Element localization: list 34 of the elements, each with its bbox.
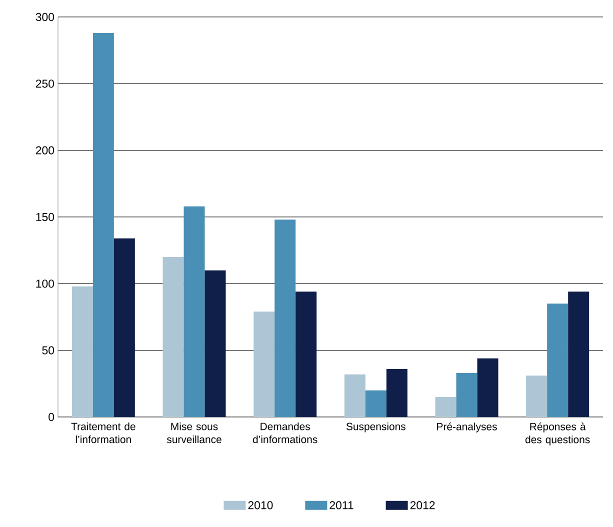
bar: [477, 358, 498, 417]
legend-label: 2011: [330, 501, 354, 510]
x-tick-label: Pré-analyses: [437, 422, 497, 432]
x-tick-label: Réponses à des questions: [525, 422, 590, 446]
y-tick-label: 50: [42, 346, 54, 354]
bar: [274, 220, 296, 417]
bar: [162, 256, 184, 417]
bar: [254, 312, 275, 417]
x-tick-label: Demandes d’informations: [252, 422, 318, 444]
y-tick-label: 200: [36, 146, 54, 154]
bar: [526, 376, 548, 417]
bar: [344, 374, 366, 417]
legend-label: 2010: [248, 501, 273, 510]
bar: [547, 304, 568, 417]
bar: [184, 206, 205, 417]
x-tick-label: Suspensions: [346, 422, 406, 432]
y-tick-label: 100: [36, 280, 54, 288]
bar: [456, 372, 478, 417]
bar: [386, 368, 408, 417]
legend-label: 2012: [410, 501, 435, 510]
y-tick-label: 0: [48, 412, 54, 422]
bar: [92, 32, 114, 417]
y-tick-label: 300: [36, 12, 54, 22]
bar: [435, 396, 456, 417]
y-tick-label: 250: [36, 80, 54, 88]
y-tick-label: 150: [36, 212, 54, 222]
bar: [204, 270, 226, 417]
bar: [568, 292, 590, 417]
x-tick-label: Traitement de l’information: [71, 422, 136, 444]
bar: [296, 292, 317, 417]
bar: [114, 238, 135, 417]
bar: [72, 286, 93, 417]
x-tick-label: Mise sous surveillance: [166, 422, 222, 444]
bar: [365, 390, 386, 417]
